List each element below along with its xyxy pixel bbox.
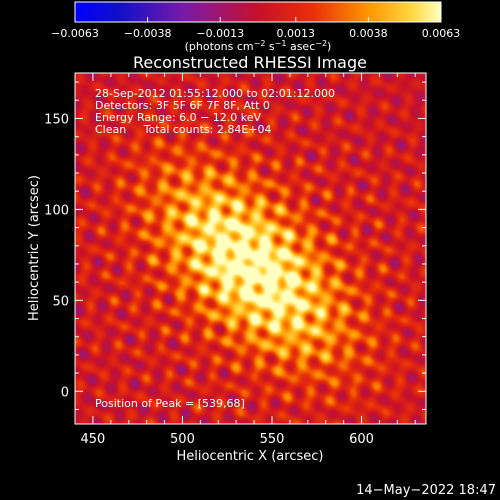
info-line-counts: Clean Total counts: 2.84E+04 [95,123,272,136]
x-tick-label: 500 [170,432,195,447]
y-tick-label: 150 [44,112,69,127]
colorbar [74,1,442,23]
x-axis-ticks: 450 500 550 600 [80,73,416,447]
footer-date: 14−May−2022 18:47 [356,483,496,498]
x-axis-label: Heliocentric X (arcsec) [177,449,324,464]
x-tick-label: 550 [260,432,285,447]
colorbar-units: (photons cm−2 s−1 asec−2) [185,39,332,53]
colorbar-ticks: −0.0063 −0.0038 −0.0013 0.0013 0.0038 0.0063 [51,17,460,40]
info-line-detectors: Detectors: 3F 5F 6F 7F 8F, Att 0 [95,99,270,112]
y-tick-label: 100 [44,203,69,218]
x-tick-label: 600 [349,432,374,447]
info-line-time: 28-Sep-2012 01:55:12.000 to 02:01:12.000 [95,87,335,100]
y-axis-label: Heliocentric Y (arcsec) [27,175,42,321]
colorbar-tick-label: −0.0063 [51,27,99,40]
chart-title: Reconstructed RHESSI Image [133,53,367,72]
colorbar-tick-label: −0.0013 [196,27,244,40]
colorbar-tick-label: 0.0063 [422,27,461,40]
colorbar-tick-label: −0.0038 [124,27,172,40]
plot-frame [74,72,427,425]
info-line-energy: Energy Range: 6.0 − 12.0 keV [95,111,262,124]
y-axis-ticks: 0 50 100 150 [44,81,426,410]
y-tick-label: 50 [52,294,69,309]
colorbar-tick-label: 0.0038 [349,27,388,40]
y-tick-label: 0 [61,385,69,400]
colorbar-tick-label: 0.0013 [277,27,316,40]
x-tick-label: 450 [80,432,105,447]
heatmap-image [75,73,426,424]
peak-position-label: Position of Peak = [539,68] [95,397,245,410]
